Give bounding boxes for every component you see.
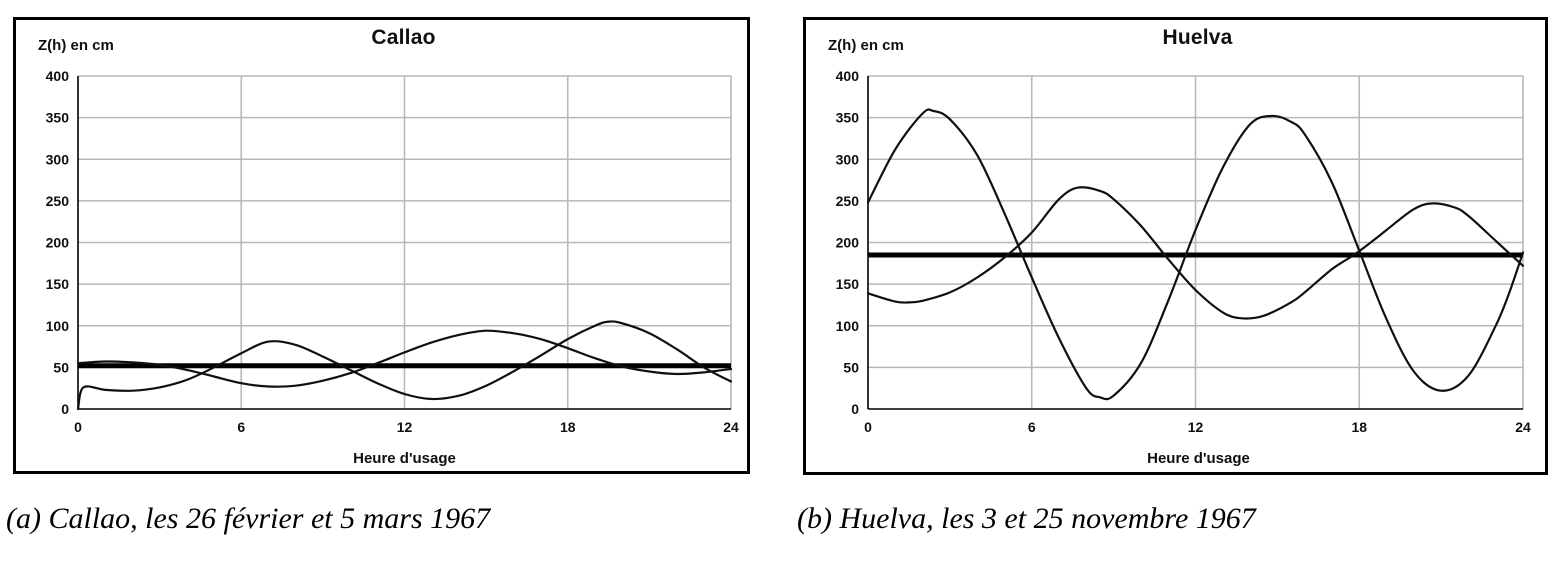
y-tick-label-150: 150 [46, 276, 70, 292]
chart-title-callao: Callao [371, 26, 436, 49]
y-tick-label-350: 350 [836, 110, 860, 126]
x-tick-label-0: 0 [74, 419, 82, 435]
x-tick-label-12: 12 [1188, 419, 1204, 435]
tide-curve-huelva-1 [866, 108, 1525, 401]
y-tick-label-100: 100 [836, 318, 860, 334]
y-tick-label-100: 100 [46, 318, 70, 334]
plot-area-callao: 0 50 100 150 200 250 300 350 400 0 6 12 18 24 [46, 68, 739, 435]
y-tick-label-250: 250 [836, 193, 860, 209]
x-tick-label-12: 12 [397, 419, 413, 435]
x-tick-label-18: 18 [1351, 419, 1367, 435]
x-tick-label-18: 18 [560, 419, 576, 435]
chart-panel-huelva: Z(h) en cm Huelva 0 50 100 150 200 250 300 350 4… [803, 17, 1548, 475]
y-axis-title: Z(h) en cm [38, 37, 114, 54]
x-axis-title: Heure d'usage [1147, 450, 1250, 467]
y-tick-label-400: 400 [46, 68, 70, 84]
tide-curve-callao-2 [76, 320, 733, 411]
caption-b: (b) Huelva, les 3 et 25 novembre 1967 [797, 502, 1256, 535]
y-tick-label-0: 0 [851, 401, 859, 417]
y-tick-label-200: 200 [836, 235, 860, 251]
y-tick-label-300: 300 [46, 151, 70, 167]
plot-area-huelva: 0 50 100 150 200 250 300 350 400 0 6 12 18 24 [836, 68, 1531, 435]
x-tick-label-6: 6 [1028, 419, 1036, 435]
x-tick-label-24: 24 [1515, 419, 1531, 435]
x-tick-label-0: 0 [864, 419, 872, 435]
y-tick-label-200: 200 [46, 235, 70, 251]
chart-panel-callao: Z(h) en cm Callao 0 50 100 150 200 250 300 350 4… [13, 17, 750, 474]
y-tick-label-0: 0 [61, 401, 69, 417]
y-tick-label-300: 300 [836, 151, 860, 167]
y-tick-label-400: 400 [836, 68, 860, 84]
y-tick-label-150: 150 [836, 276, 860, 292]
tide-curve-callao-1 [76, 329, 733, 388]
caption-a: (a) Callao, les 26 février et 5 mars 196… [6, 502, 491, 535]
x-tick-label-24: 24 [723, 419, 739, 435]
y-tick-label-50: 50 [843, 359, 859, 375]
tide-curve-huelva-2 [866, 186, 1525, 320]
y-tick-label-50: 50 [53, 359, 69, 375]
y-tick-label-350: 350 [46, 110, 70, 126]
chart-title-huelva: Huelva [1162, 26, 1233, 49]
y-tick-label-250: 250 [46, 193, 70, 209]
x-axis-title: Heure d'usage [353, 450, 456, 467]
y-axis-title: Z(h) en cm [828, 37, 904, 54]
x-tick-label-6: 6 [237, 419, 245, 435]
